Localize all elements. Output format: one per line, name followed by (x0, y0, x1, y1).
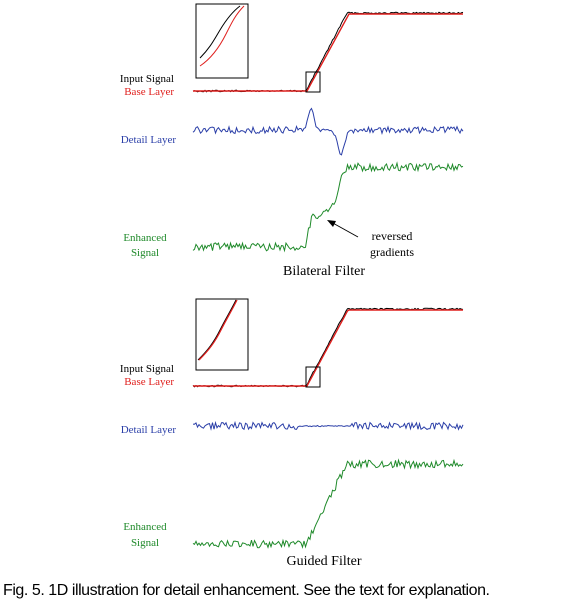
label-detail-layer: Detail Layer (121, 134, 177, 146)
inset-base-curve (198, 299, 238, 361)
panel-guided: Input Signal Base Layer Detail Layer Enh… (120, 298, 464, 569)
panel-title: Bilateral Filter (283, 264, 365, 279)
reversed-gradients-annotation: reversed gradients (327, 220, 414, 259)
label-enhanced: Enhanced (123, 521, 167, 533)
figure-caption: Fig. 5. 1D illustration for detail enhan… (3, 582, 490, 599)
annotation-reversed: reversed (372, 229, 413, 243)
inset-input-curve (199, 5, 241, 59)
label-signal: Signal (131, 537, 159, 549)
panel-title: Guided Filter (286, 554, 361, 569)
zoom-inset (195, 3, 249, 79)
label-signal: Signal (131, 247, 159, 259)
label-input-signal: Input Signal (120, 363, 174, 375)
arrow-head-icon (327, 220, 336, 227)
inset-base-curve (199, 5, 245, 67)
annotation-gradients: gradients (370, 245, 414, 259)
base-layer-curve (193, 309, 463, 387)
zoom-region-box (305, 366, 321, 388)
label-enhanced: Enhanced (123, 232, 167, 244)
label-detail-layer: Detail Layer (121, 424, 177, 436)
detail-layer-curve (192, 107, 464, 156)
enhanced-signal-curve (192, 161, 464, 253)
label-input-signal: Input Signal (120, 73, 174, 85)
label-base-layer: Base Layer (124, 376, 174, 388)
zoom-inset (195, 298, 249, 371)
label-base-layer: Base Layer (124, 86, 174, 98)
zoom-region-box (305, 71, 321, 93)
panel-bilateral: Input Signal Base Layer Detail Layer Enh… (120, 3, 464, 279)
enhanced-signal-curve (192, 458, 464, 549)
base-layer-curve (193, 13, 463, 92)
figure-plot: Input Signal Base Layer Detail Layer Enh… (120, 3, 464, 569)
inset-input-curve (197, 299, 237, 361)
detail-layer-curve (192, 420, 464, 431)
